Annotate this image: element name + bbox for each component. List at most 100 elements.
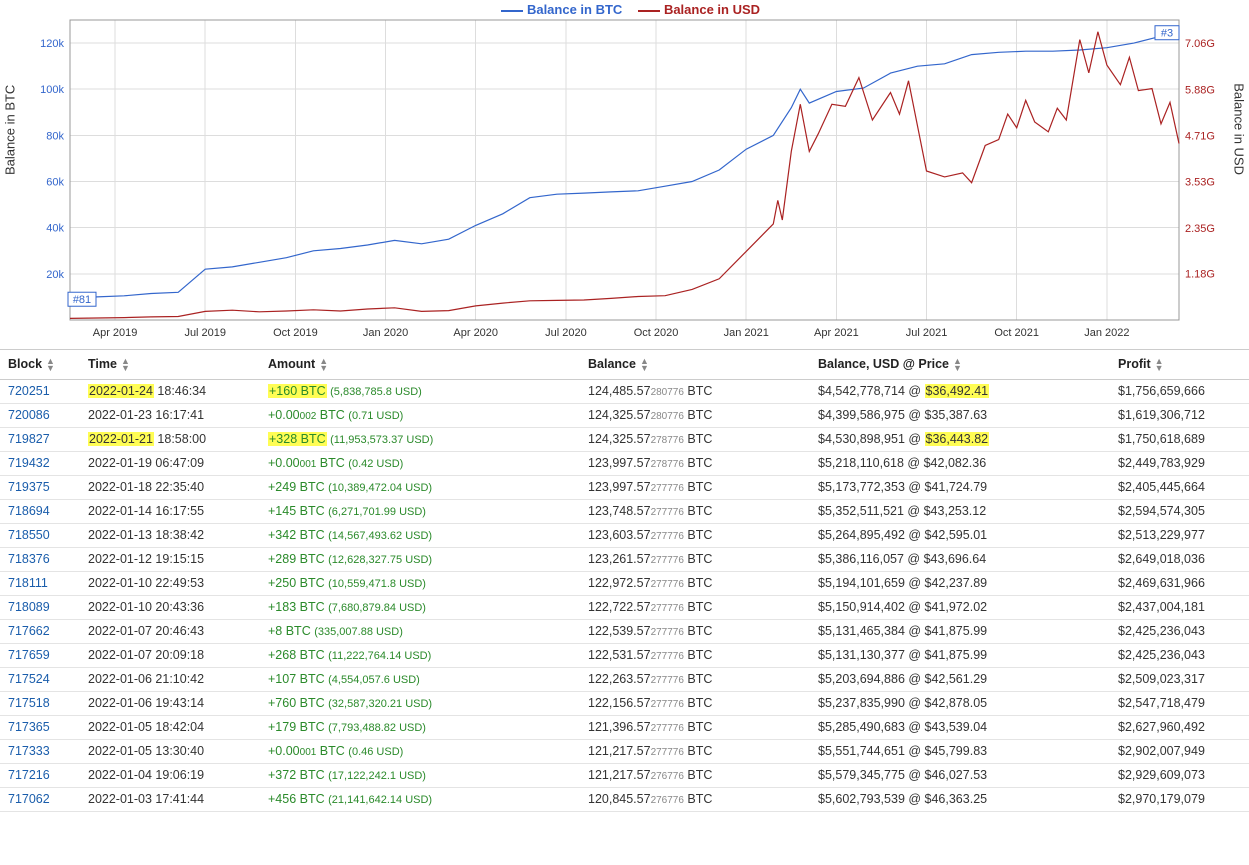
block-link[interactable]: 720086 — [8, 408, 50, 422]
col-usdprice[interactable]: Balance, USD @ Price▲▼ — [810, 350, 1110, 379]
svg-text:Jan 2022: Jan 2022 — [1084, 327, 1129, 339]
svg-text:1.18G: 1.18G — [1185, 269, 1215, 281]
balance-cell: 124,325.57280776 BTC — [580, 403, 810, 427]
svg-text:100k: 100k — [40, 84, 64, 96]
table-row: 719827 2022-01-21 18:58:00+328 BTC (11,95… — [0, 427, 1249, 451]
col-amount[interactable]: Amount▲▼ — [260, 350, 580, 379]
usd-price-cell: $5,352,511,521 @ $43,253.12 — [810, 499, 1110, 523]
profit-cell: $2,929,609,073 — [1110, 763, 1249, 787]
svg-text:Oct 2021: Oct 2021 — [994, 327, 1039, 339]
balance-cell: 123,997.57277776 BTC — [580, 475, 810, 499]
svg-text:Oct 2019: Oct 2019 — [273, 327, 318, 339]
col-profit[interactable]: Profit▲▼ — [1110, 350, 1249, 379]
profit-cell: $2,649,018,036 — [1110, 547, 1249, 571]
col-time[interactable]: Time▲▼ — [80, 350, 260, 379]
table-row: 718111 2022-01-10 22:49:53+250 BTC (10,55… — [0, 571, 1249, 595]
svg-text:Apr 2021: Apr 2021 — [814, 327, 859, 339]
svg-text:Apr 2020: Apr 2020 — [453, 327, 498, 339]
balance-cell: 121,217.57276776 BTC — [580, 763, 810, 787]
balance-cell: 123,603.57277776 BTC — [580, 523, 810, 547]
profit-cell: $2,513,229,977 — [1110, 523, 1249, 547]
time-cell: 2022-01-24 18:46:34 — [80, 379, 260, 403]
block-link[interactable]: 718089 — [8, 600, 50, 614]
usd-price-cell: $5,386,116,057 @ $43,696.64 — [810, 547, 1110, 571]
profit-cell: $2,970,179,079 — [1110, 787, 1249, 811]
block-link[interactable]: 718111 — [8, 576, 48, 590]
profit-cell: $2,437,004,181 — [1110, 595, 1249, 619]
balance-cell: 123,261.57277776 BTC — [580, 547, 810, 571]
time-cell: 2022-01-03 17:41:44 — [80, 787, 260, 811]
usd-price-cell: $5,602,793,539 @ $46,363.25 — [810, 787, 1110, 811]
table-row: 7186942022-01-14 16:17:55+145 BTC (6,271… — [0, 499, 1249, 523]
svg-text:120k: 120k — [40, 38, 64, 50]
balance-chart: Balance in BTC Balance in USD Balance in… — [0, 0, 1249, 350]
block-link[interactable]: 717662 — [8, 624, 50, 638]
block-link[interactable]: 719432 — [8, 456, 50, 470]
block-link[interactable]: 719827 — [8, 432, 50, 446]
col-block[interactable]: Block▲▼ — [0, 350, 80, 379]
profit-cell: $2,547,718,479 — [1110, 691, 1249, 715]
chart-svg: 20k40k60k80k100k120k1.18G2.35G3.53G4.71G… — [0, 0, 1249, 350]
col-balance[interactable]: Balance▲▼ — [580, 350, 810, 379]
block-link[interactable]: 717333 — [8, 744, 50, 758]
time-cell: 2022-01-23 16:17:41 — [80, 403, 260, 427]
usd-price-cell: $5,237,835,990 @ $42,878.05 — [810, 691, 1110, 715]
amount-cell: +8 BTC (335,007.88 USD) — [260, 619, 580, 643]
block-link[interactable]: 718550 — [8, 528, 50, 542]
table-row: 7176622022-01-07 20:46:43+8 BTC (335,007… — [0, 619, 1249, 643]
svg-text:60k: 60k — [46, 177, 64, 189]
table-row: 7200862022-01-23 16:17:41+0.00002 BTC (0… — [0, 403, 1249, 427]
time-cell: 2022-01-05 13:30:40 — [80, 739, 260, 763]
balance-cell: 122,156.57277776 BTC — [580, 691, 810, 715]
profit-cell: $1,756,659,666 — [1110, 379, 1249, 403]
block-link[interactable]: 718376 — [8, 552, 50, 566]
time-cell: 2022-01-18 22:35:40 — [80, 475, 260, 499]
amount-cell: +249 BTC (10,389,472.04 USD) — [260, 475, 580, 499]
amount-cell: +328 BTC (11,953,573.37 USD) — [260, 427, 580, 451]
svg-text:Jul 2019: Jul 2019 — [184, 327, 226, 339]
block-link[interactable]: 717659 — [8, 648, 50, 662]
profit-cell: $2,902,007,949 — [1110, 739, 1249, 763]
svg-text:20k: 20k — [46, 269, 64, 281]
amount-cell: +760 BTC (32,587,320.21 USD) — [260, 691, 580, 715]
balance-cell: 123,748.57277776 BTC — [580, 499, 810, 523]
table-row: 7173652022-01-05 18:42:04+179 BTC (7,793… — [0, 715, 1249, 739]
time-cell: 2022-01-21 18:58:00 — [80, 427, 260, 451]
svg-text:Jan 2020: Jan 2020 — [363, 327, 408, 339]
balance-cell: 120,845.57276776 BTC — [580, 787, 810, 811]
amount-cell: +372 BTC (17,122,242.1 USD) — [260, 763, 580, 787]
block-link[interactable]: 717518 — [8, 696, 50, 710]
table-row: 7180892022-01-10 20:43:36+183 BTC (7,680… — [0, 595, 1249, 619]
block-link[interactable]: 717365 — [8, 720, 50, 734]
amount-cell: +250 BTC (10,559,471.8 USD) — [260, 571, 580, 595]
profit-cell: $2,425,236,043 — [1110, 643, 1249, 667]
time-cell: 2022-01-07 20:09:18 — [80, 643, 260, 667]
table-row: 7170622022-01-03 17:41:44+456 BTC (21,14… — [0, 787, 1249, 811]
amount-cell: +289 BTC (12,628,327.75 USD) — [260, 547, 580, 571]
block-link[interactable]: 717216 — [8, 768, 50, 782]
balance-cell: 121,217.57277776 BTC — [580, 739, 810, 763]
block-link[interactable]: 719375 — [8, 480, 50, 494]
svg-text:#81: #81 — [73, 294, 91, 306]
block-link[interactable]: 717062 — [8, 792, 50, 806]
transactions-table: Block▲▼ Time▲▼ Amount▲▼ Balance▲▼ Balanc… — [0, 350, 1249, 812]
block-link[interactable]: 717524 — [8, 672, 50, 686]
table-row: 7194322022-01-19 06:47:09+0.00001 BTC (0… — [0, 451, 1249, 475]
block-link[interactable]: 720251 — [8, 384, 50, 398]
block-link[interactable]: 718694 — [8, 504, 50, 518]
time-cell: 2022-01-10 22:49:53 — [80, 571, 260, 595]
amount-cell: +0.00001 BTC (0.46 USD) — [260, 739, 580, 763]
usd-price-cell: $5,551,744,651 @ $45,799.83 — [810, 739, 1110, 763]
profit-cell: $2,594,574,305 — [1110, 499, 1249, 523]
usd-price-cell: $5,131,130,377 @ $41,875.99 — [810, 643, 1110, 667]
sort-icon: ▲▼ — [46, 358, 55, 372]
usd-price-cell: $5,173,772,353 @ $41,724.79 — [810, 475, 1110, 499]
amount-cell: +342 BTC (14,567,493.62 USD) — [260, 523, 580, 547]
usd-price-cell: $4,530,898,951 @ $36,443.82 — [810, 427, 1110, 451]
usd-price-cell: $4,399,586,975 @ $35,387.63 — [810, 403, 1110, 427]
page-container: Balance in BTC Balance in USD Balance in… — [0, 0, 1249, 812]
table-header-row: Block▲▼ Time▲▼ Amount▲▼ Balance▲▼ Balanc… — [0, 350, 1249, 379]
svg-text:Jul 2021: Jul 2021 — [906, 327, 948, 339]
table-row: 717333 2022-01-05 13:30:40+0.00001 BTC (0… — [0, 739, 1249, 763]
balance-cell: 122,722.57277776 BTC — [580, 595, 810, 619]
